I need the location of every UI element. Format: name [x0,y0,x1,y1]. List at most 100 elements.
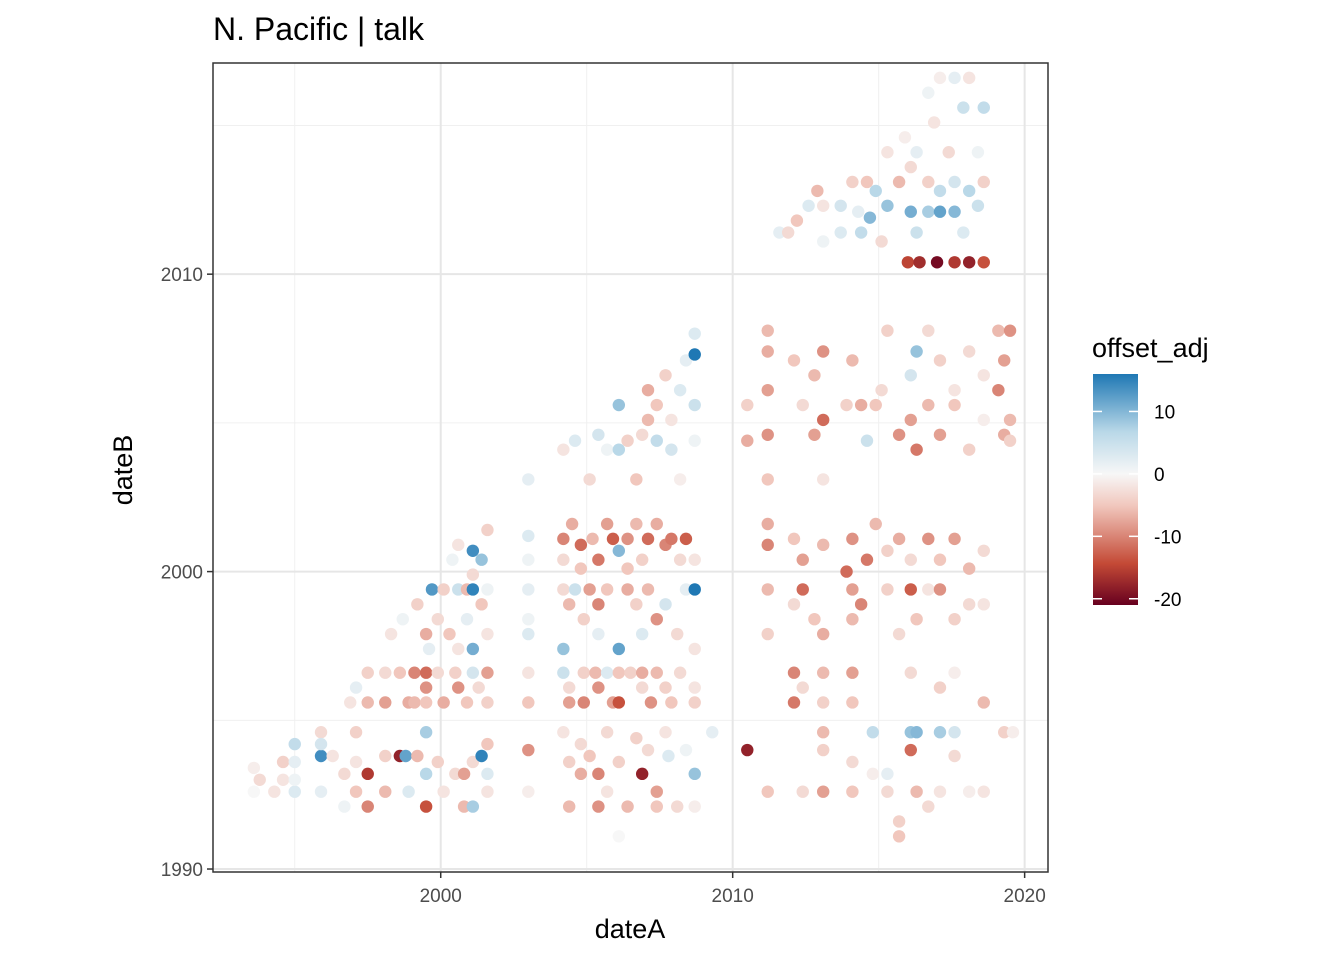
data-point [384,627,398,641]
data-point [962,71,976,85]
data-point [379,666,392,679]
data-point [922,205,935,218]
data-point [522,696,535,709]
data-point [665,443,678,456]
data-point [741,743,754,757]
data-point [621,583,634,596]
data-point [635,681,649,694]
data-point [875,383,888,397]
data-point [892,627,906,641]
data-point [933,681,947,694]
data-point [948,71,961,85]
data-point [816,413,830,427]
y-axis: 1990 2000 2010 [161,265,213,881]
data-point [854,226,868,239]
data-point [665,696,678,709]
data-point [962,184,976,198]
data-point [688,583,701,596]
data-point [881,324,894,337]
data-point [869,398,882,412]
data-point [288,773,301,786]
data-point [422,642,436,656]
data-point [635,428,649,441]
data-point [562,800,576,813]
data-point [881,583,894,596]
data-point [790,214,804,227]
data-point [816,666,830,679]
data-point [816,696,830,709]
data-point [761,785,774,798]
legend-tick-label: 0 [1154,465,1165,486]
data-point [977,369,990,382]
data-point [875,235,888,248]
data-point [592,767,605,781]
data-point [927,116,941,129]
data-point [557,666,570,679]
data-point [276,755,290,769]
data-point [933,785,947,798]
data-point [898,131,912,144]
data-point [635,767,649,781]
legend-colorbar [1093,374,1138,605]
data-point [1003,413,1017,427]
y-tick-label: 2010 [161,265,203,286]
data-point [562,755,576,769]
data-point [971,199,985,212]
data-point [688,800,701,813]
data-point [612,642,626,656]
data-point [557,553,570,566]
data-point [437,696,450,709]
data-point [761,627,774,641]
data-point [635,627,649,641]
data-point [846,612,859,626]
data-point [449,767,462,781]
legend-tick-label: -20 [1154,590,1181,611]
data-point [612,830,626,843]
data-point [773,226,786,239]
legend-tick-label: -10 [1154,527,1181,548]
data-point [276,773,290,786]
data-point [466,642,480,656]
data-point [957,226,970,239]
data-point [1003,324,1017,337]
data-point [425,583,439,596]
data-point [761,428,774,441]
data-point [933,428,947,441]
x-axis-label: dateA [595,914,666,944]
data-point [659,369,672,382]
data-point [557,532,570,546]
data-point [641,583,655,596]
data-point [860,434,874,447]
data-point [816,627,830,641]
data-point [933,71,947,85]
data-point [977,101,990,114]
data-point [650,785,663,798]
y-tick-label: 2000 [161,563,203,584]
data-point [948,205,961,218]
data-point [481,523,494,537]
data-point [688,767,701,781]
data-point [816,473,830,486]
data-point [624,666,637,679]
data-point [869,184,882,198]
data-point [892,815,906,828]
data-point [612,696,626,709]
data-point [522,553,535,566]
data-point [904,205,917,218]
data-point [802,199,815,212]
data-point [787,532,801,546]
data-point [846,696,859,709]
data-point [481,583,494,596]
data-point [787,696,801,709]
data-point [419,696,433,709]
data-point [621,532,634,546]
data-point [977,785,990,798]
data-point [592,553,605,566]
data-point [592,428,605,441]
data-point [948,175,961,189]
data-point [892,428,906,441]
data-point [904,583,917,596]
data-point [808,369,821,382]
data-point [904,743,917,757]
data-point [592,681,605,694]
